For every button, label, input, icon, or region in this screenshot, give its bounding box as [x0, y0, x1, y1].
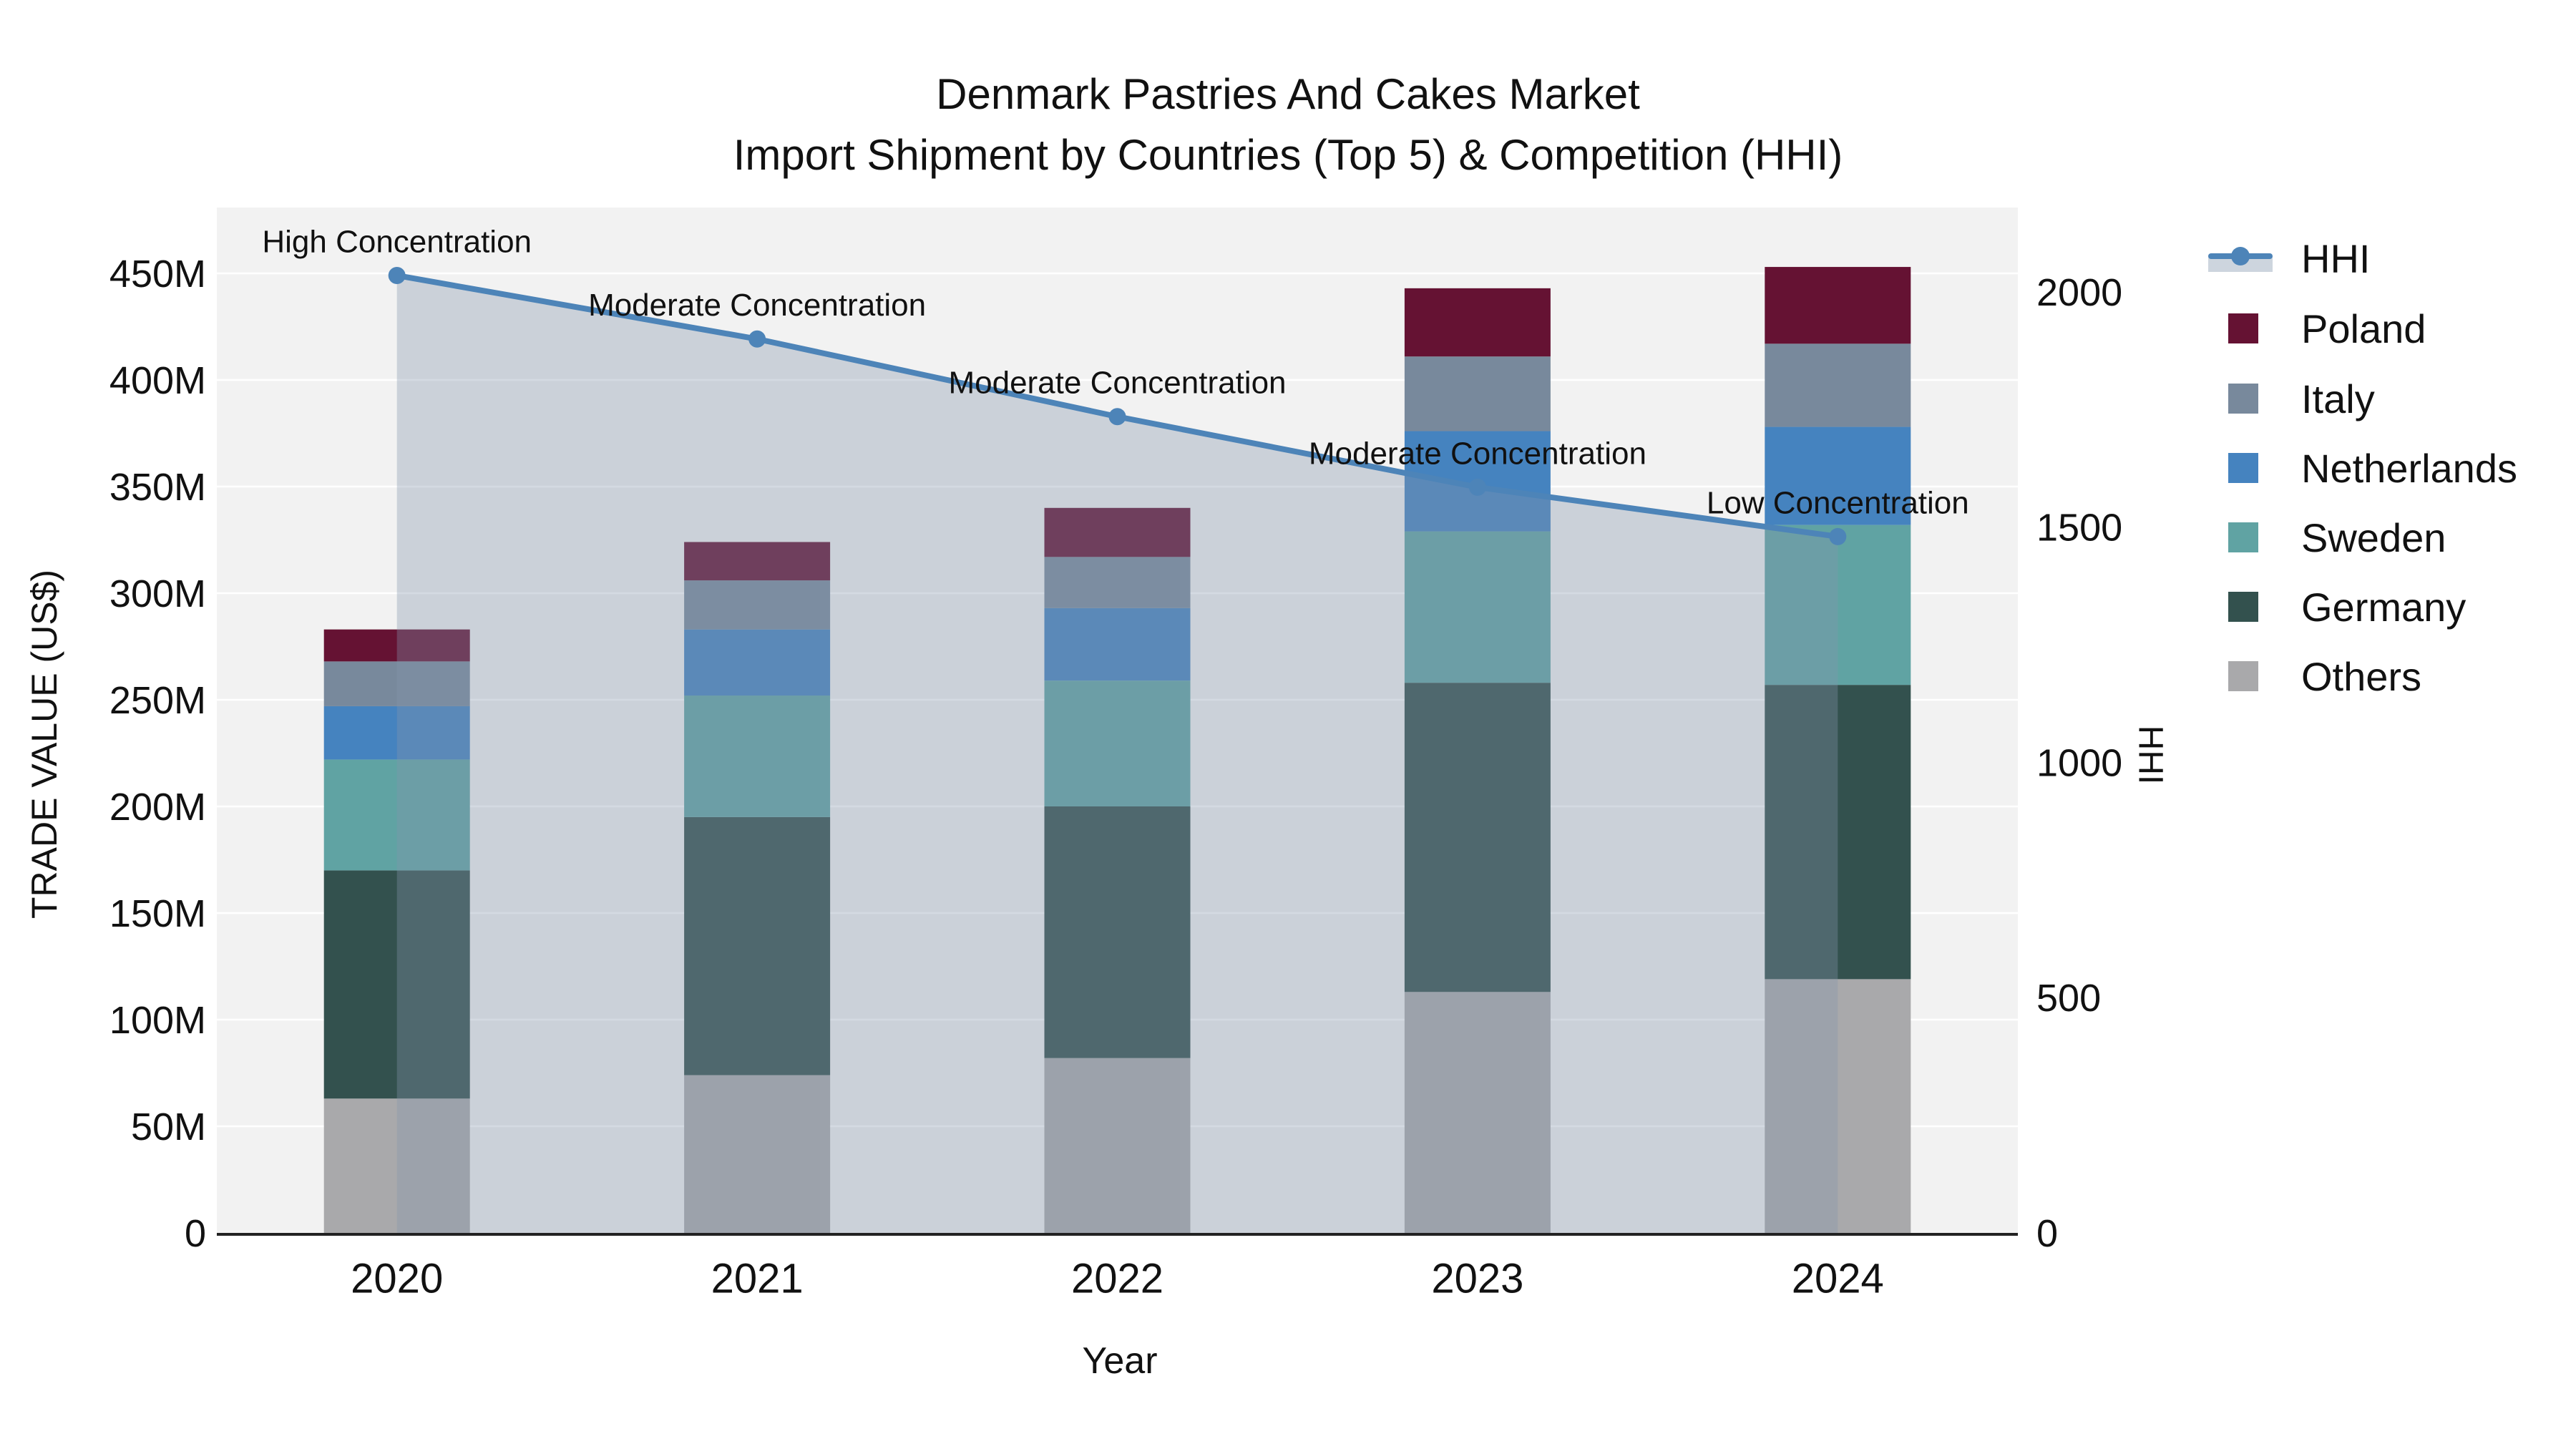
bar-2021-poland[interactable] [684, 542, 831, 581]
bar-2022-sweden[interactable] [1044, 680, 1191, 806]
y-right-tick-500: 500 [2036, 977, 2101, 1020]
italy-swatch-icon [2228, 384, 2258, 414]
y-left-tick-200M: 200M [109, 786, 206, 829]
bar-2023-others[interactable] [1404, 992, 1551, 1233]
bar-2020-sweden[interactable] [323, 759, 470, 871]
hhi-point-2021[interactable] [748, 330, 766, 348]
legend-item-others[interactable]: Others [2208, 641, 2421, 711]
legend-label-netherlands: Netherlands [2301, 445, 2517, 491]
bar-2024-others[interactable] [1765, 979, 1911, 1233]
bar-2022-germany[interactable] [1044, 806, 1191, 1058]
hhi-point-2022[interactable] [1108, 408, 1126, 426]
bar-2023-germany[interactable] [1404, 683, 1551, 992]
bar-2023-poland[interactable] [1404, 288, 1551, 357]
y-left-tick-350M: 350M [109, 466, 206, 509]
annotation-2024: Low Concentration [1707, 485, 1969, 520]
x-tick-2020: 2020 [351, 1255, 443, 1302]
x-axis-title: Year [1082, 1340, 1158, 1382]
annotation-2023: Moderate Concentration [1309, 436, 1646, 471]
legend-item-italy[interactable]: Italy [2208, 364, 2375, 434]
bar-2022-others[interactable] [1044, 1058, 1191, 1233]
y-right-tick-1500: 1500 [2036, 507, 2122, 550]
legend-label-hhi: HHI [2301, 235, 2371, 281]
legend-label-italy: Italy [2301, 376, 2375, 421]
hhi-area [396, 275, 1838, 1233]
hhi-line-icon [2208, 223, 2273, 293]
y-left-tick-300M: 300M [109, 572, 206, 615]
x-tick-2024: 2024 [1792, 1255, 1884, 1302]
y-left-tick-50M: 50M [131, 1106, 206, 1148]
bar-2021-netherlands[interactable] [684, 629, 831, 696]
hhi-point-2020[interactable] [388, 266, 406, 284]
legend-label-poland: Poland [2301, 306, 2426, 351]
hhi-point-2023[interactable] [1468, 478, 1486, 496]
bar-2022-poland[interactable] [1044, 507, 1191, 557]
chart-title: Denmark Pastries And Cakes Market [936, 70, 1640, 118]
bar-2023-sweden[interactable] [1404, 531, 1551, 683]
y-left-tick-250M: 250M [109, 679, 206, 722]
bar-2024-italy[interactable] [1765, 343, 1911, 427]
bar-2021-italy[interactable] [684, 580, 831, 630]
y-right-tick-0: 0 [2036, 1212, 2058, 1255]
y-axis-left-title: TRADE VALUE (US$) [24, 569, 64, 919]
y-left-tick-450M: 450M [109, 253, 206, 296]
bar-2022-italy[interactable] [1044, 557, 1191, 608]
y-left-tick-100M: 100M [109, 999, 206, 1042]
legend-label-sweden: Sweden [2301, 514, 2446, 560]
bar-2021-sweden[interactable] [684, 696, 831, 817]
legend-item-germany[interactable]: Germany [2208, 572, 2466, 642]
y-left-tick-400M: 400M [109, 359, 206, 402]
poland-swatch-icon [2228, 313, 2258, 343]
x-tick-2023: 2023 [1431, 1255, 1523, 1302]
chart-subtitle: Import Shipment by Countries (Top 5) & C… [733, 131, 1843, 179]
hhi-marker-sample [2231, 247, 2250, 265]
bar-2021-others[interactable] [684, 1075, 831, 1233]
y-right-tick-2000: 2000 [2036, 271, 2122, 314]
others-swatch-icon [2228, 661, 2258, 691]
bar-2024-netherlands[interactable] [1765, 426, 1911, 525]
y-left-tick-150M: 150M [109, 892, 206, 935]
x-tick-2022: 2022 [1071, 1255, 1163, 1302]
bar-2024-germany[interactable] [1765, 685, 1911, 980]
annotation-2020: High Concentration [262, 224, 532, 259]
bar-2021-germany[interactable] [684, 816, 831, 1075]
bar-2022-netherlands[interactable] [1044, 608, 1191, 681]
bar-2020-germany[interactable] [323, 870, 470, 1099]
x-tick-2021: 2021 [711, 1255, 804, 1302]
germany-swatch-icon [2228, 592, 2258, 622]
netherlands-swatch-icon [2228, 453, 2258, 483]
bar-2020-poland[interactable] [323, 629, 470, 662]
y-right-tick-1000: 1000 [2036, 741, 2122, 784]
bar-2024-sweden[interactable] [1765, 525, 1911, 686]
legend-item-sweden[interactable]: Sweden [2208, 502, 2446, 572]
bar-2023-italy[interactable] [1404, 356, 1551, 431]
legend-item-poland[interactable]: Poland [2208, 293, 2426, 364]
hhi-point-2024[interactable] [1829, 527, 1847, 545]
y-left-tick-0: 0 [185, 1212, 206, 1255]
legend-label-germany: Germany [2301, 584, 2467, 630]
bar-2020-italy[interactable] [323, 661, 470, 706]
bar-2020-netherlands[interactable] [323, 706, 470, 760]
legend: HHI Poland Italy Netherlands Sweden Germ… [2208, 0, 2573, 1449]
legend-label-others: Others [2301, 653, 2422, 699]
sweden-swatch-icon [2228, 522, 2258, 552]
bar-2020-others[interactable] [323, 1098, 470, 1233]
annotation-2021: Moderate Concentration [588, 288, 926, 323]
annotation-2022: Moderate Concentration [948, 366, 1286, 401]
legend-item-hhi[interactable]: HHI [2208, 223, 2370, 293]
y-axis-right-title: HHI [2131, 725, 2170, 785]
bar-2024-poland[interactable] [1765, 267, 1911, 344]
legend-item-netherlands[interactable]: Netherlands [2208, 433, 2517, 503]
